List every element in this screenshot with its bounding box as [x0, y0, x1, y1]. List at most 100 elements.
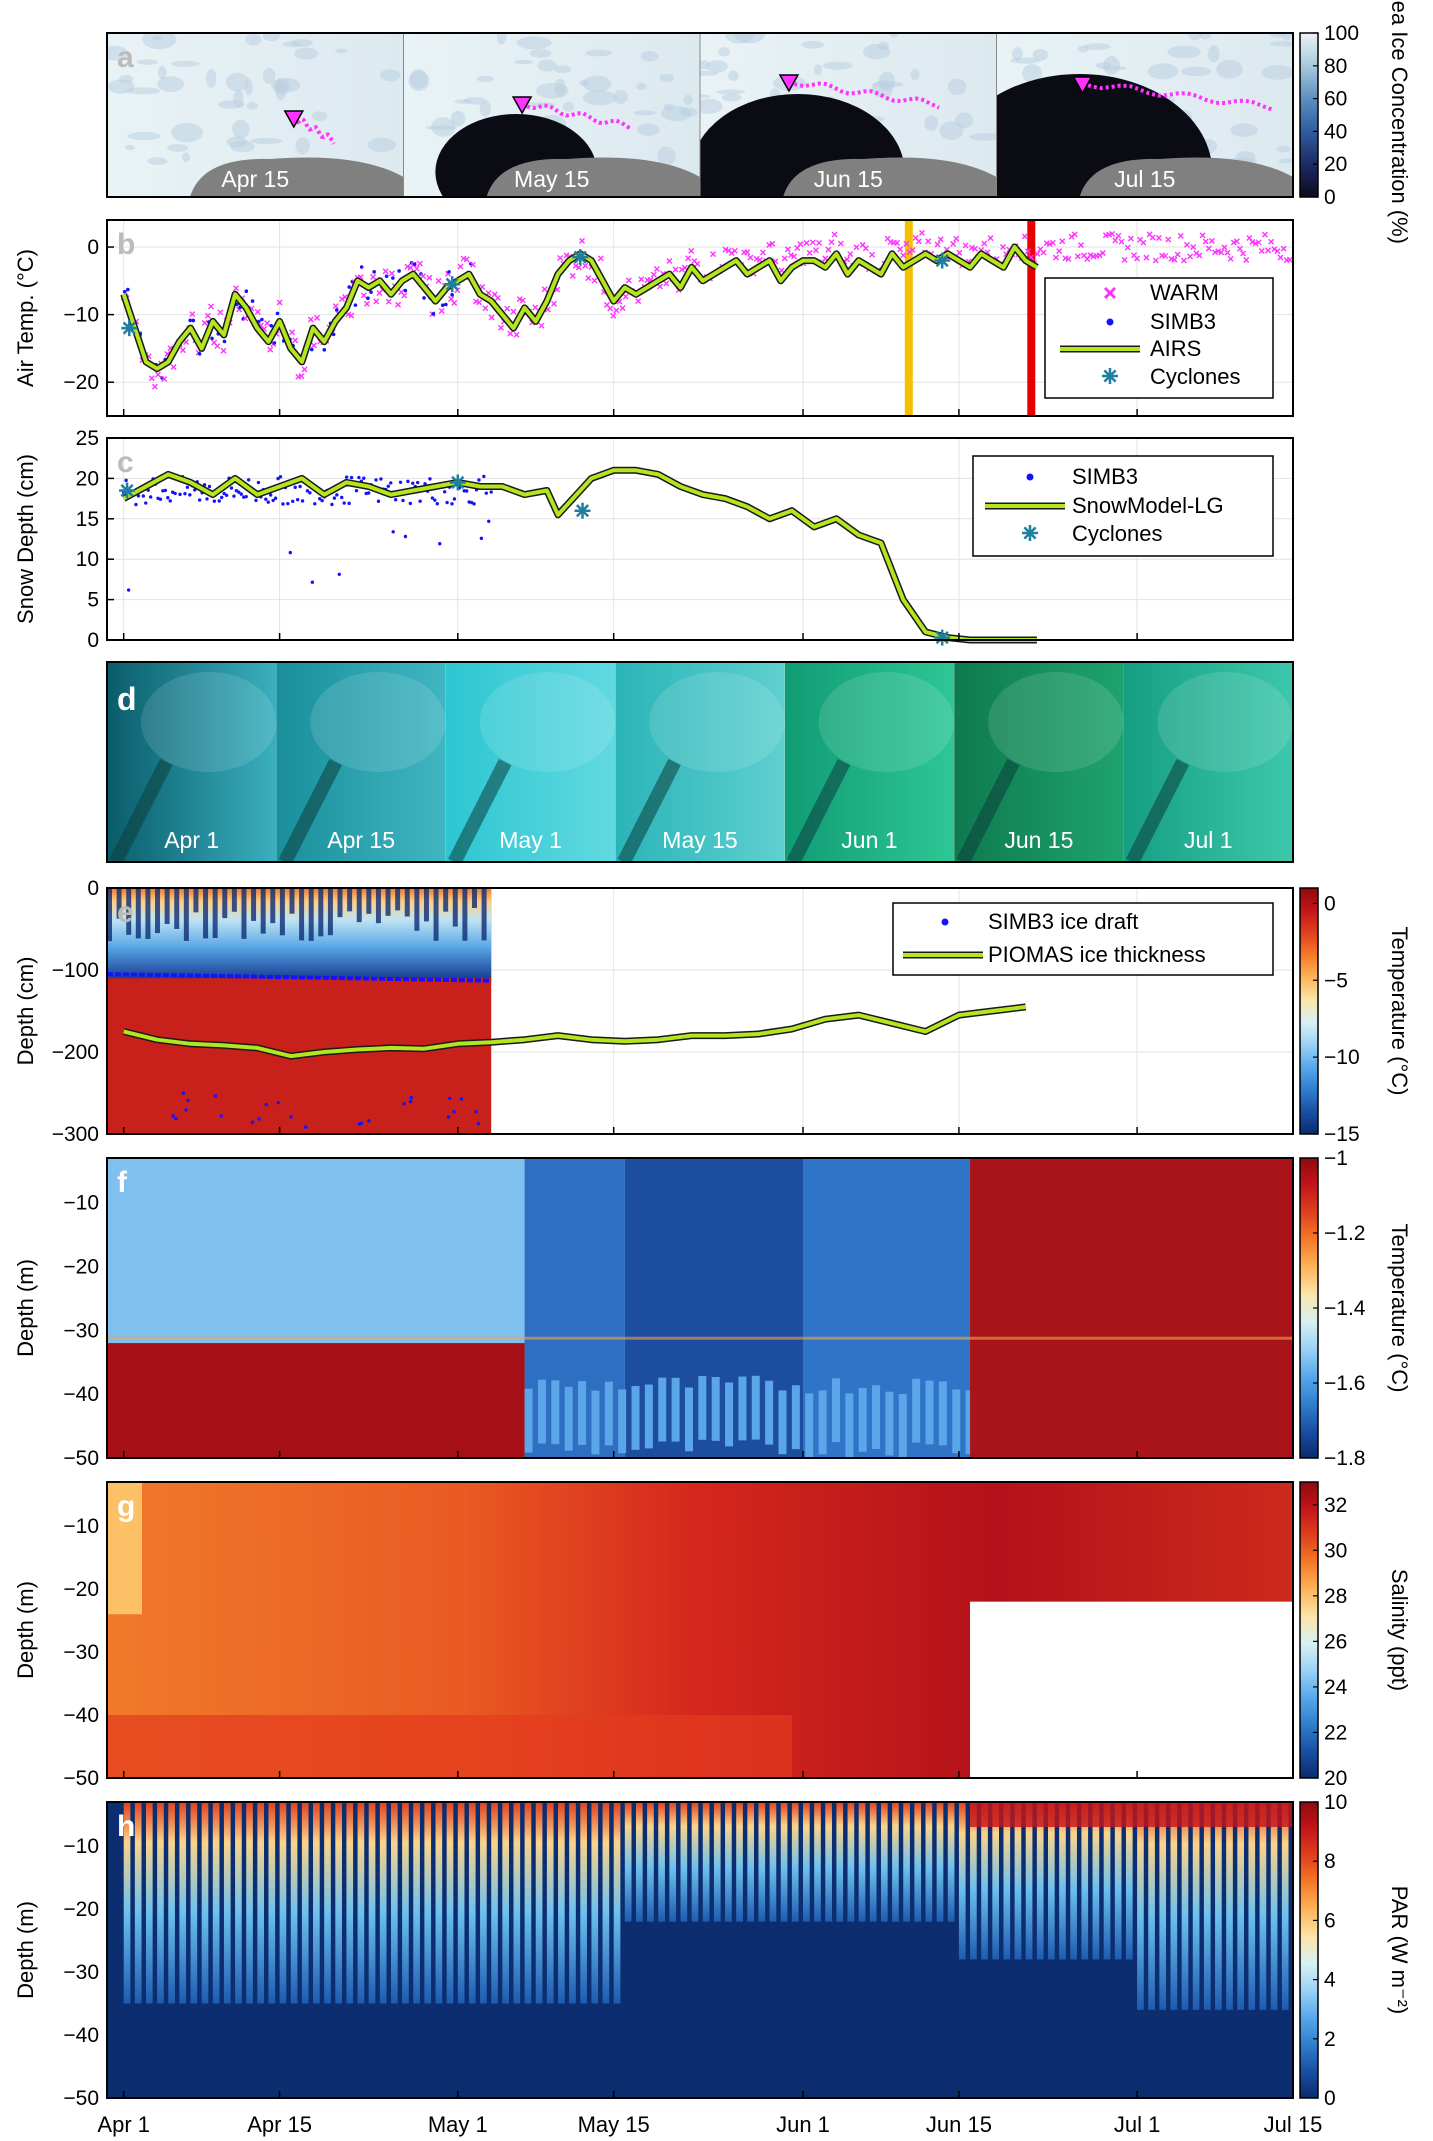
panel-e-legend-label: SIMB3 ice draft [988, 909, 1138, 934]
panel-h-daily-light [847, 1802, 855, 1922]
panel-b-frame [106, 219, 1294, 417]
panel-c-simb3-point [246, 478, 251, 482]
panel-b-simb3-point [275, 311, 280, 316]
panel-e-cold-streak [395, 888, 401, 911]
x-tick-label: Apr 15 [247, 2112, 312, 2137]
panel-c-simb3-point [310, 580, 315, 584]
panel-d-camera-image-1 [107, 662, 277, 862]
panel-c-simb3-point [291, 499, 295, 504]
panel-b-warm-point [1053, 254, 1060, 261]
panel-b-simb3-point [366, 296, 370, 301]
panel-b-warm-point [925, 238, 932, 245]
panel-d-camera-image-7 [1123, 662, 1293, 862]
panel-b-warm-point [189, 311, 196, 318]
panel-b-simb3-point [191, 318, 196, 323]
panel-a-ice-texture [1181, 66, 1212, 77]
panel-a-ice-texture [142, 33, 177, 50]
panel-f-mix-streak [631, 1386, 640, 1450]
panel-b-warm-point [569, 272, 576, 279]
panel-h-daily-light [580, 1802, 587, 2004]
panel-e-simb3-draft [106, 972, 492, 983]
panel-e-piomas-line [123, 1004, 1026, 1059]
panel-c-simb3-point [445, 500, 449, 505]
panel-b-warm-point [267, 346, 274, 353]
panel-h-daily-light [1237, 1802, 1245, 2010]
panel-b-cyclone-marker-stroke [445, 277, 459, 291]
panel-c-simb3-point [472, 502, 476, 506]
panel-a-ice-texture [250, 137, 283, 145]
panel-b-warm-point [1233, 238, 1240, 245]
panel-h-daily-light [981, 1802, 988, 1960]
panel-c-simb3-point [269, 493, 273, 497]
panel-e-colorbar-tick-label: 0 [1324, 892, 1336, 915]
panel-b-warm-point [451, 299, 458, 306]
panel-h-daily-light [791, 1802, 799, 1922]
panel-e-simb3-point [359, 1121, 363, 1126]
panel-b-warm-point [1249, 238, 1256, 245]
panel-f-mix-streak [564, 1386, 573, 1451]
panel-h-daily-light [179, 1802, 187, 2004]
panel-h-daily-light [513, 1802, 521, 2004]
panel-b-warm-point [987, 235, 994, 242]
panel-b-warm-point [476, 299, 483, 306]
panel-f-summer-warm [970, 1158, 1293, 1458]
panel-a-buoy-marker [1072, 76, 1093, 95]
panel-b-warm-point [1121, 256, 1128, 263]
panel-h-daily-light [301, 1802, 309, 2004]
panel-b-warm-point [1134, 255, 1141, 262]
panel-b-warm-point [1208, 237, 1215, 244]
panel-b-warm-point [575, 264, 582, 271]
panel-a-ice-texture [1032, 48, 1049, 61]
panel-f-frame [106, 1157, 1294, 1459]
panel-g-salinity-field [107, 1482, 1293, 1778]
panel-d-camera-image-2 [276, 662, 446, 862]
panel-b-legend-label: WARM [1150, 280, 1219, 305]
panel-b-warm-point [710, 251, 717, 258]
panel-b-simb3-point [403, 288, 408, 293]
panel-d-image-glow [818, 672, 955, 772]
panel-f-mix-streak [965, 1390, 974, 1455]
panel-f-temperature-field [107, 1158, 1293, 1458]
panel-c-simb3-point [163, 488, 168, 493]
panel-c-simb3-point [487, 519, 491, 524]
panel-h-daily-light [257, 1802, 265, 2004]
panel-f-ytick-label: −10 [63, 1192, 99, 1215]
panel-c-simb3-point [188, 493, 192, 497]
panel-e-simb3-point [276, 1100, 281, 1105]
panel-a-date-label: Jun 15 [814, 166, 883, 192]
panel-b-warm-point [148, 375, 155, 382]
panel-h-daily-light [869, 1802, 877, 1922]
panel-a-ice-texture [335, 48, 348, 53]
panel-b-warm-point [1077, 242, 1084, 249]
panel-b-warm-point [426, 274, 433, 281]
panel-c-simb3-point [278, 475, 283, 479]
panel-a-ice-texture [969, 133, 997, 141]
panel-b-warm-point [1143, 254, 1150, 261]
panel-b-warm-point [1046, 241, 1053, 248]
panel-f-mix-streak [658, 1377, 667, 1442]
panel-c-simb3-point [335, 493, 339, 497]
panel-b-warm-point [179, 347, 186, 354]
panel-c-snowmodel-line-outline [122, 466, 1037, 644]
panel-h-colorbar-tick-label: 10 [1324, 1791, 1347, 1814]
panel-a-ice-texture [295, 137, 311, 155]
panel-f-mix-streak [604, 1381, 613, 1446]
panel-b-warm-point [1265, 247, 1272, 254]
panel-b-warm-point [759, 249, 766, 256]
panel-e-cold-streak [318, 888, 324, 937]
panel-e-simb3-point [367, 1119, 371, 1123]
panel-a-ice-texture [640, 50, 659, 62]
x-tick-label: Jul 1 [1114, 2112, 1160, 2137]
panel-f-mix-streak [912, 1378, 921, 1443]
panel-h-daily-light [223, 1802, 231, 2004]
panel-h-daily-light [346, 1802, 354, 2004]
panel-c-simb3-point [158, 497, 163, 501]
panel-b-warm-point [831, 231, 838, 238]
panel-c-simb3-point [406, 479, 410, 484]
panel-a-ice-texture [582, 75, 612, 93]
panel-h-daily-light [958, 1802, 966, 1960]
panel-c-snowmodel-line [122, 468, 1037, 642]
panel-b-legend-label: AIRS [1150, 336, 1201, 361]
panel-c-simb3-point [332, 496, 337, 500]
panel-d-sensor-arm [617, 758, 681, 862]
